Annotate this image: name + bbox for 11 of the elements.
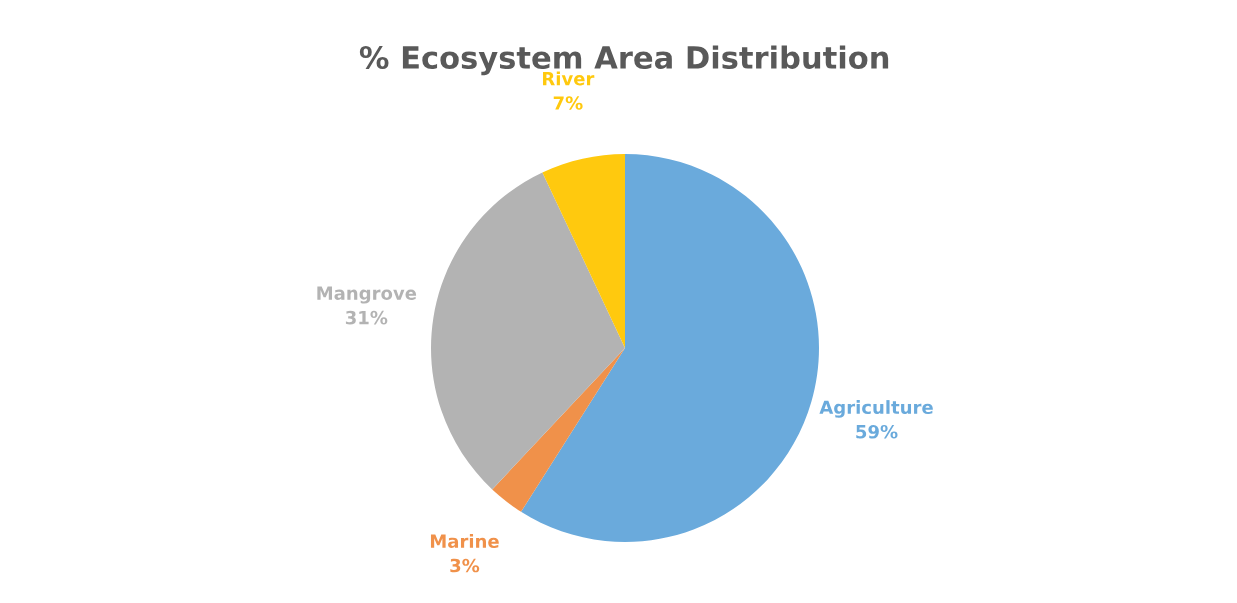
data-label: 59% [856, 424, 898, 439]
slice-label: Marine [430, 534, 499, 549]
slice-label: Agriculture [819, 400, 933, 418]
slice-label: Mangrove [317, 286, 417, 304]
data-label: 7% [553, 96, 583, 110]
pie-slice [542, 154, 625, 348]
pie-slice [521, 154, 819, 542]
data-label: 3% [450, 558, 480, 573]
pie-slice [492, 348, 625, 512]
pie-slice [431, 172, 625, 490]
data-label: 31% [345, 310, 388, 325]
